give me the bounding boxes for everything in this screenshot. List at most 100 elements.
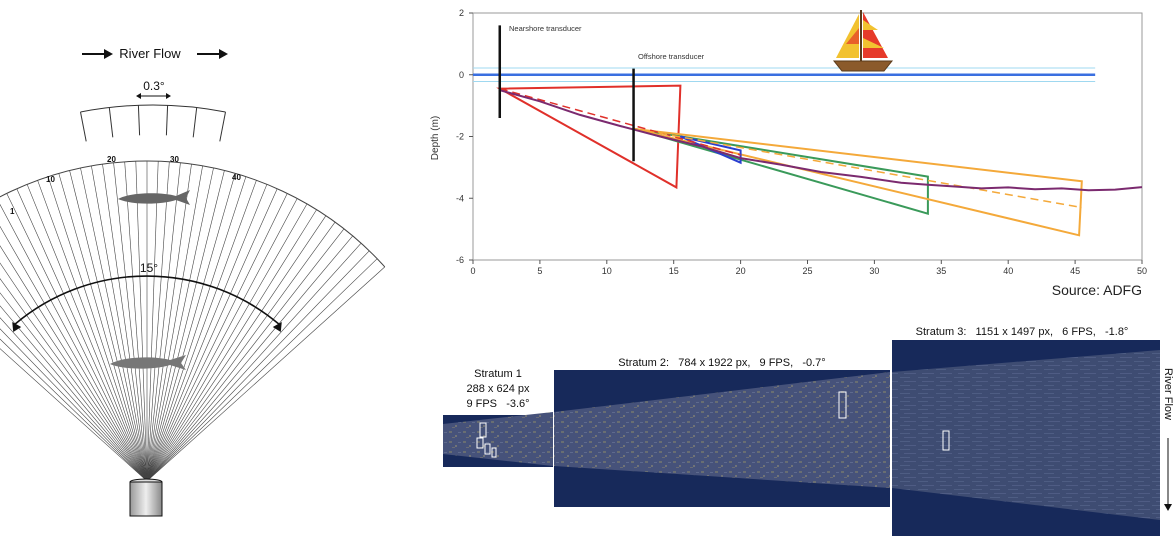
beam-number-30: 30	[170, 155, 179, 164]
beam-line	[146, 161, 159, 482]
x-tick-label: 50	[1137, 266, 1147, 276]
stratum-3-label: Stratum 3: 1151 x 1497 px, 6 FPS, -1.8°	[916, 326, 1129, 338]
beam-line	[0, 245, 148, 482]
stratum-1-fps: 9 FPS -3.6°	[466, 398, 529, 410]
beam-line	[0, 278, 148, 482]
beam-line	[135, 161, 148, 482]
stratum-1-title: Stratum 1	[474, 368, 522, 380]
zoom-beam-line	[137, 105, 141, 136]
y-tick-label: -4	[456, 193, 464, 203]
beam-line	[146, 242, 362, 482]
beam-line	[80, 167, 148, 482]
beam-line	[146, 221, 336, 482]
stratum-1-panel: Stratum 1 288 x 624 px 9 FPS -3.6°	[443, 368, 553, 467]
y-tick-label: -6	[456, 255, 464, 265]
fish-silhouette-near	[110, 355, 186, 370]
beam-width-arrowhead-left	[136, 93, 141, 99]
beam-line	[146, 228, 345, 482]
fan-angle-label: 15°	[140, 261, 158, 275]
x-tick-label: 40	[1003, 266, 1013, 276]
zoom-beam-line	[192, 107, 198, 138]
sailboat-icon	[832, 10, 894, 72]
y-tick-label: 0	[459, 70, 464, 80]
annotation-nearshore: Nearshore transducer	[509, 24, 582, 33]
x-tick-label: 15	[669, 266, 679, 276]
beam-line	[146, 176, 247, 482]
beam-line	[146, 209, 317, 482]
beam-number-20: 20	[107, 155, 116, 164]
beam-outline-1	[633, 127, 929, 216]
stratum-1-size: 288 x 624 px	[467, 383, 530, 395]
x-tick-label: 25	[802, 266, 812, 276]
beam-line	[146, 184, 268, 482]
zoom-beam-line	[165, 105, 169, 136]
beam-line	[102, 164, 148, 482]
beam-line	[146, 180, 257, 482]
fan-arc-arrowhead-left	[12, 321, 22, 332]
river-flow-header: River Flow	[82, 46, 228, 61]
beam-line	[124, 161, 148, 482]
fan-angle-arc	[14, 275, 280, 325]
plot-frame	[472, 12, 1143, 261]
beam-line	[0, 338, 148, 482]
beam-center-dashed-0	[499, 87, 741, 156]
beam-number-40: 40	[232, 173, 241, 182]
beam-line	[146, 161, 170, 482]
zoomed-beams	[80, 104, 226, 142]
side-flow-label: River Flow	[1162, 368, 1174, 420]
beam-line	[146, 162, 181, 482]
riverbed-profile	[499, 89, 1143, 192]
beam-line	[146, 250, 370, 482]
beam-line	[37, 180, 148, 482]
beam-line	[146, 215, 327, 482]
fish-silhouette-far	[118, 190, 190, 205]
beam-line	[0, 262, 148, 482]
beam-line	[26, 184, 148, 482]
zoom-beam-line	[219, 111, 226, 142]
beam-line	[0, 317, 148, 482]
chart-marks	[473, 25, 1143, 237]
x-tick-label: 45	[1070, 266, 1080, 276]
beam-width-arrowhead-right	[166, 93, 171, 99]
beam-line	[146, 258, 378, 482]
beam-line	[58, 173, 148, 482]
beam-fan	[0, 160, 386, 482]
sonar-strata: Stratum 1 288 x 624 px 9 FPS -3.6° Strat…	[443, 326, 1174, 536]
beam-line	[146, 193, 288, 482]
beam-line	[0, 225, 148, 482]
beam-line	[146, 203, 308, 482]
beam-number-10: 10	[46, 175, 55, 184]
beam-line	[146, 173, 236, 482]
x-tick-label: 30	[869, 266, 879, 276]
beam-line	[146, 164, 192, 482]
x-tick-label: 5	[537, 266, 542, 276]
zoom-beam-line	[80, 111, 87, 142]
beam-line	[47, 176, 148, 482]
flow-label: River Flow	[119, 46, 181, 61]
beam-line	[6, 193, 148, 482]
source-label: Source: ADFG	[1052, 282, 1142, 298]
beam-line	[146, 165, 203, 482]
stratum-2-label: Stratum 2: 784 x 1922 px, 9 FPS, -0.7°	[618, 357, 825, 369]
beam-line	[91, 165, 148, 482]
flow-arrowhead-right	[219, 49, 228, 59]
flow-arrowhead-left	[104, 49, 113, 59]
stratum-2-panel: Stratum 2: 784 x 1922 px, 9 FPS, -0.7°	[554, 357, 890, 507]
beam-line	[146, 170, 225, 482]
beam-line	[146, 266, 386, 482]
beam-line	[146, 167, 214, 482]
side-flow-arrowhead	[1164, 504, 1172, 511]
beam-line	[113, 162, 148, 482]
x-tick-label: 20	[736, 266, 746, 276]
zoom-beam-line	[108, 107, 114, 138]
beam-line	[0, 292, 148, 482]
beam-number-1: 1	[10, 207, 15, 216]
x-tick-label: 10	[602, 266, 612, 276]
beam-line	[0, 203, 148, 482]
beam-outline-2	[633, 127, 1083, 237]
beam-width-label: 0.3°	[143, 79, 165, 93]
beam-line	[146, 235, 353, 482]
